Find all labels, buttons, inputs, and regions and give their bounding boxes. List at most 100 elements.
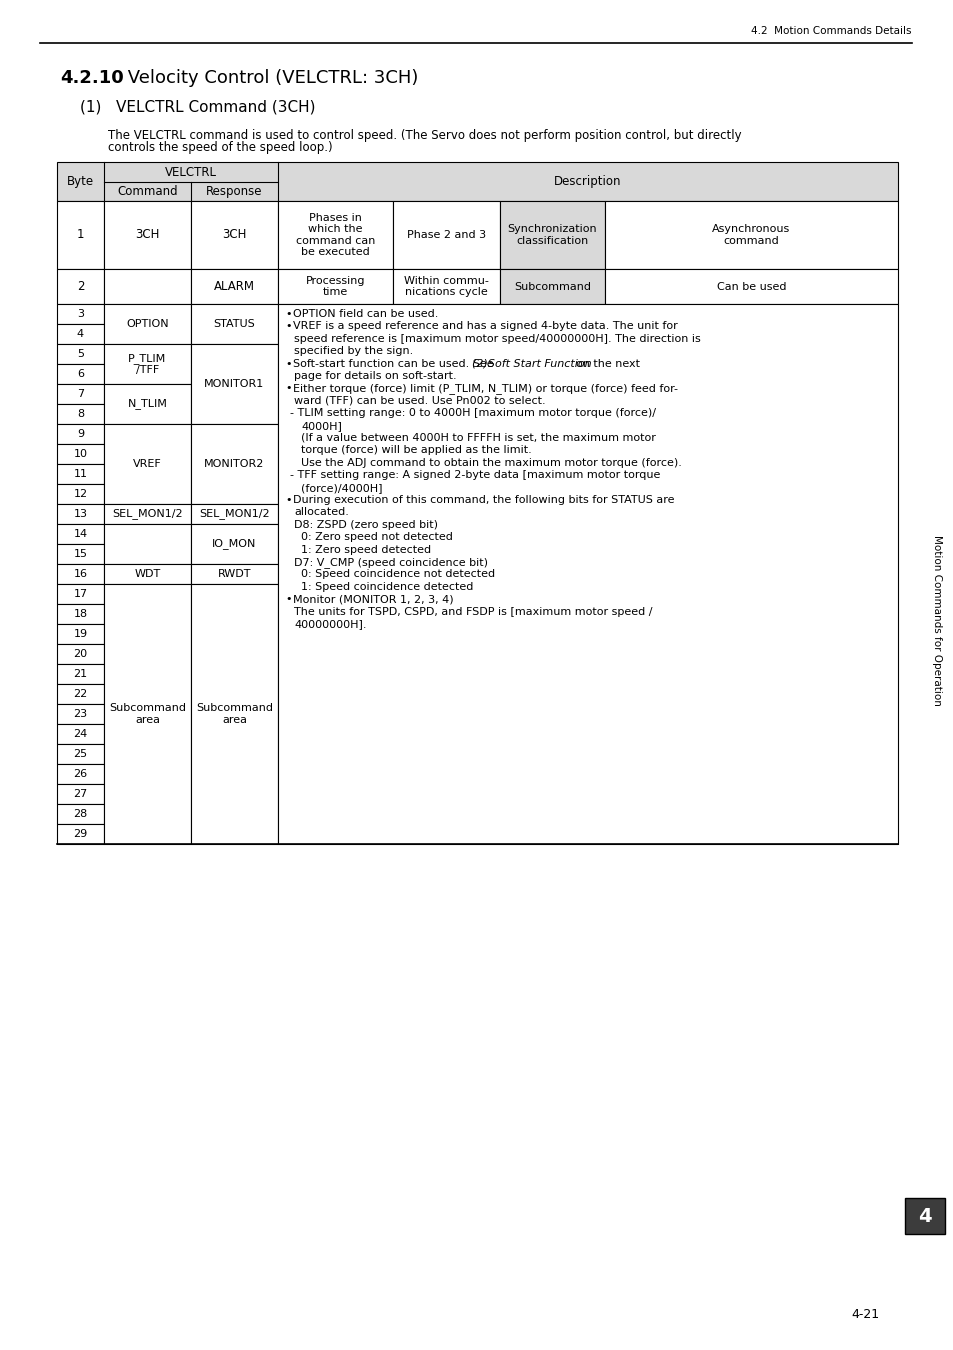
Bar bbox=[57, 824, 104, 844]
Bar bbox=[57, 603, 104, 624]
Text: IO_MON: IO_MON bbox=[213, 539, 256, 549]
Bar bbox=[57, 724, 104, 744]
Text: 4: 4 bbox=[77, 329, 84, 339]
Text: Synchronization
classification: Synchronization classification bbox=[507, 224, 597, 246]
Bar bbox=[57, 703, 104, 724]
Bar bbox=[104, 201, 191, 269]
Bar bbox=[57, 524, 104, 544]
Bar bbox=[57, 404, 104, 424]
Bar bbox=[57, 464, 104, 485]
Text: RWDT: RWDT bbox=[217, 568, 251, 579]
Text: The VELCTRL command is used to control speed. (The Servo does not perform positi: The VELCTRL command is used to control s… bbox=[108, 128, 740, 142]
Text: •: • bbox=[285, 321, 292, 331]
Text: 25: 25 bbox=[73, 749, 88, 759]
Bar bbox=[57, 424, 104, 444]
Text: 11: 11 bbox=[73, 468, 88, 479]
Text: 23: 23 bbox=[73, 709, 88, 720]
Text: •: • bbox=[285, 594, 292, 605]
Text: ALARM: ALARM bbox=[213, 279, 254, 293]
Text: specified by the sign.: specified by the sign. bbox=[294, 346, 413, 356]
Bar bbox=[191, 424, 277, 504]
Text: 1: Speed coincidence detected: 1: Speed coincidence detected bbox=[301, 582, 473, 591]
Text: Can be used: Can be used bbox=[716, 282, 785, 292]
Text: Monitor (MONITOR 1, 2, 3, 4): Monitor (MONITOR 1, 2, 3, 4) bbox=[293, 594, 453, 605]
Bar bbox=[191, 304, 277, 344]
Text: 0: Zero speed not detected: 0: Zero speed not detected bbox=[301, 532, 453, 543]
Text: controls the speed of the speed loop.): controls the speed of the speed loop.) bbox=[108, 142, 333, 154]
Bar bbox=[57, 485, 104, 504]
Text: speed reference is [maximum motor speed/40000000H]. The direction is: speed reference is [maximum motor speed/… bbox=[294, 333, 700, 344]
Text: MONITOR1: MONITOR1 bbox=[204, 379, 264, 389]
Bar bbox=[104, 344, 191, 383]
Text: D8: ZSPD (zero speed bit): D8: ZSPD (zero speed bit) bbox=[294, 520, 437, 529]
Bar bbox=[604, 269, 897, 304]
Text: - TFF setting range: A signed 2-byte data [maximum motor torque: - TFF setting range: A signed 2-byte dat… bbox=[290, 470, 659, 481]
Text: 9: 9 bbox=[77, 429, 84, 439]
Text: allocated.: allocated. bbox=[294, 508, 349, 517]
Bar bbox=[191, 344, 277, 424]
Bar bbox=[57, 644, 104, 664]
Text: 3CH: 3CH bbox=[135, 228, 159, 242]
Text: torque (force) will be applied as the limit.: torque (force) will be applied as the li… bbox=[301, 446, 531, 455]
Text: D7: V_CMP (speed coincidence bit): D7: V_CMP (speed coincidence bit) bbox=[294, 558, 488, 568]
Text: 14: 14 bbox=[73, 529, 88, 539]
Text: 12: 12 bbox=[73, 489, 88, 500]
Bar bbox=[191, 504, 277, 524]
Text: 3: 3 bbox=[77, 309, 84, 319]
Text: on the next: on the next bbox=[576, 359, 639, 369]
Text: OPTION field can be used.: OPTION field can be used. bbox=[293, 309, 438, 319]
Text: WDT: WDT bbox=[134, 568, 160, 579]
Text: 17: 17 bbox=[73, 589, 88, 599]
Text: Subcommand
area: Subcommand area bbox=[195, 703, 273, 725]
Text: N_TLIM: N_TLIM bbox=[128, 398, 168, 409]
Bar bbox=[104, 424, 191, 504]
Text: 22: 22 bbox=[73, 688, 88, 699]
Text: (2)Soft Start Function: (2)Soft Start Function bbox=[472, 359, 592, 369]
Bar bbox=[57, 304, 104, 324]
Bar bbox=[191, 524, 277, 564]
Text: 18: 18 bbox=[73, 609, 88, 620]
Text: 24: 24 bbox=[73, 729, 88, 738]
Text: page for details on soft-start.: page for details on soft-start. bbox=[294, 371, 456, 381]
Text: 4-21: 4-21 bbox=[851, 1308, 879, 1320]
Text: 19: 19 bbox=[73, 629, 88, 639]
Bar bbox=[191, 585, 277, 844]
Text: 27: 27 bbox=[73, 788, 88, 799]
Text: Command: Command bbox=[117, 185, 177, 198]
Text: Phases in
which the
command can
be executed: Phases in which the command can be execu… bbox=[295, 212, 375, 258]
Text: •: • bbox=[285, 495, 292, 505]
Text: 7: 7 bbox=[77, 389, 84, 400]
Bar bbox=[57, 344, 104, 364]
Text: 3CH: 3CH bbox=[222, 228, 247, 242]
Text: Phase 2 and 3: Phase 2 and 3 bbox=[407, 230, 485, 240]
Text: MONITOR2: MONITOR2 bbox=[204, 459, 264, 468]
Bar bbox=[104, 269, 191, 304]
Bar bbox=[57, 744, 104, 764]
Text: Processing
time: Processing time bbox=[305, 275, 365, 297]
Bar bbox=[277, 269, 393, 304]
Text: (If a value between 4000H to FFFFH is set, the maximum motor: (If a value between 4000H to FFFFH is se… bbox=[301, 433, 656, 443]
Bar bbox=[393, 269, 499, 304]
Text: •: • bbox=[285, 383, 292, 393]
Text: 6: 6 bbox=[77, 369, 84, 379]
Text: 20: 20 bbox=[73, 649, 88, 659]
Bar bbox=[277, 201, 393, 269]
Text: P_TLIM
/TFF: P_TLIM /TFF bbox=[129, 352, 167, 375]
Text: 1: Zero speed detected: 1: Zero speed detected bbox=[301, 544, 431, 555]
Bar bbox=[904, 1197, 944, 1234]
Text: - TLIM setting range: 0 to 4000H [maximum motor torque (force)/: - TLIM setting range: 0 to 4000H [maximu… bbox=[290, 408, 656, 418]
Text: 5: 5 bbox=[77, 350, 84, 359]
Text: 16: 16 bbox=[73, 568, 88, 579]
Text: 15: 15 bbox=[73, 549, 88, 559]
Text: During execution of this command, the following bits for STATUS are: During execution of this command, the fo… bbox=[293, 495, 674, 505]
Bar bbox=[57, 664, 104, 684]
Bar bbox=[499, 269, 604, 304]
Text: The units for TSPD, CSPD, and FSDP is [maximum motor speed /: The units for TSPD, CSPD, and FSDP is [m… bbox=[294, 606, 652, 617]
Bar bbox=[57, 805, 104, 823]
Bar bbox=[57, 324, 104, 344]
Text: SEL_MON1/2: SEL_MON1/2 bbox=[112, 509, 183, 520]
Bar bbox=[57, 784, 104, 805]
Text: Response: Response bbox=[206, 185, 262, 198]
Text: ward (TFF) can be used. Use Pn002 to select.: ward (TFF) can be used. Use Pn002 to sel… bbox=[294, 396, 545, 406]
Text: (1)   VELCTRL Command (3CH): (1) VELCTRL Command (3CH) bbox=[80, 100, 315, 115]
